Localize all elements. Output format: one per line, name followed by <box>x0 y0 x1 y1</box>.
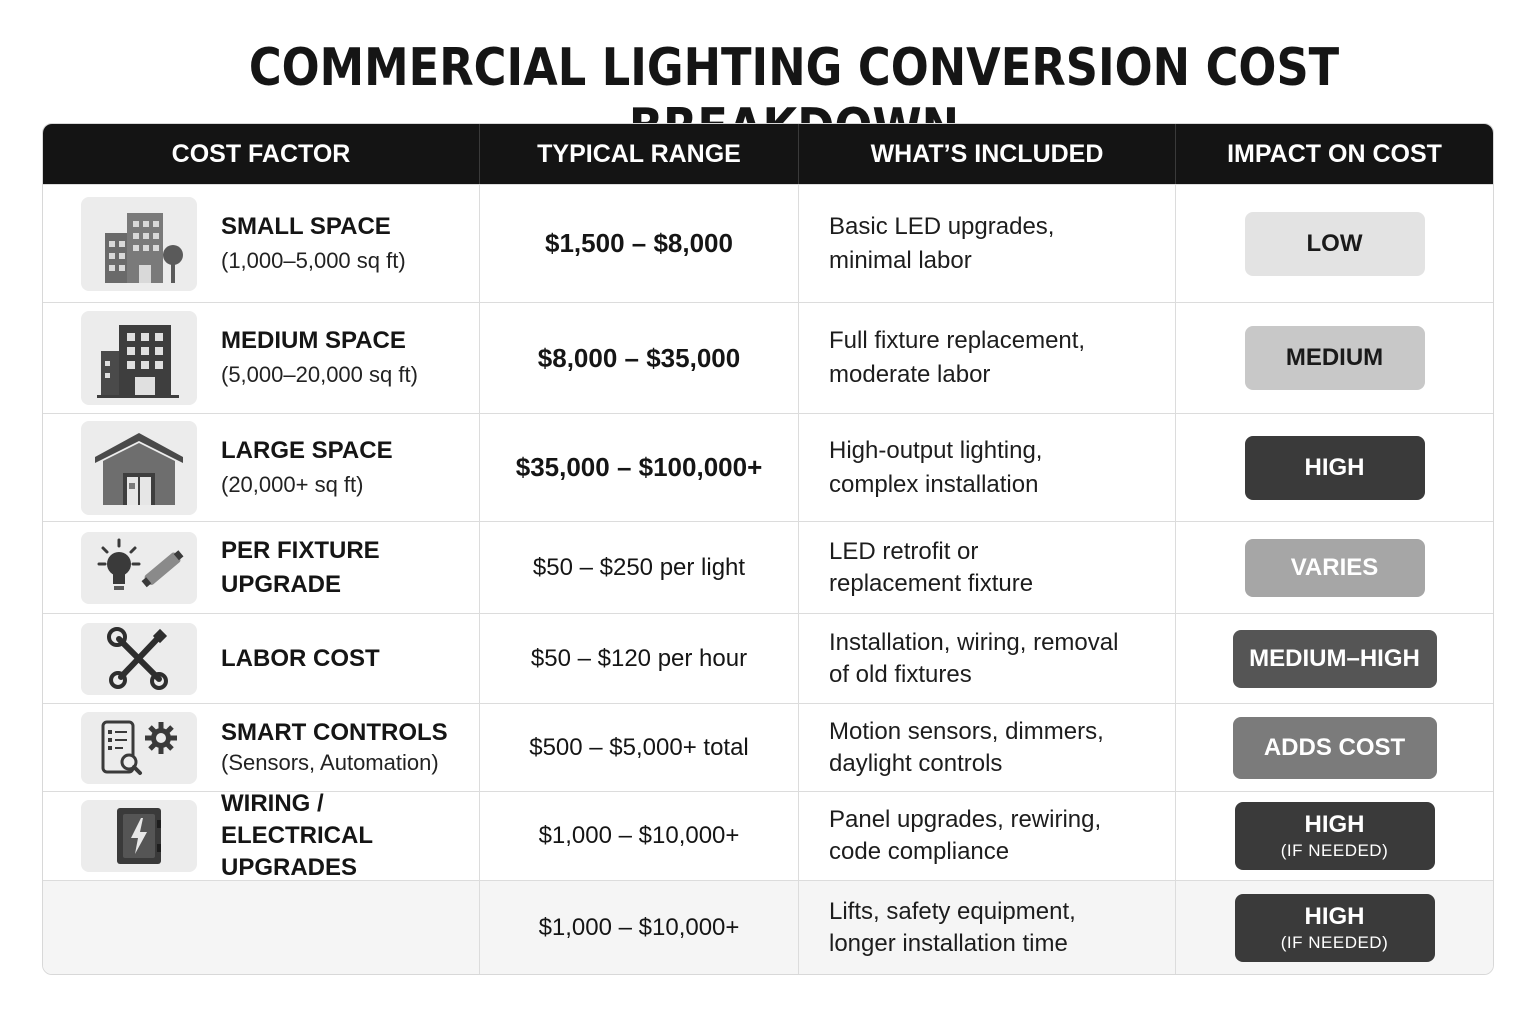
factor-name: MEDIUM SPACE <box>221 327 406 354</box>
table-row: $1,000 – $10,000+ Lifts, safety equipmen… <box>43 880 1493 974</box>
warehouse-icon <box>81 420 197 515</box>
factor-name: PER FIXTURE UPGRADE <box>221 536 380 598</box>
impact-badge: HIGH <box>1244 435 1425 500</box>
table-header: COST FACTOR TYPICAL RANGE WHAT’S INCLUDE… <box>43 124 1493 184</box>
typical-range: $500 – $5,000+ total <box>480 704 799 791</box>
factor-name: WIRING / ELECTRICAL <box>221 790 373 849</box>
impact-badge: HIGH (IF NEEDED) <box>1234 893 1435 962</box>
column-header-whats-included: WHAT’S INCLUDED <box>799 124 1176 184</box>
table-row: LARGE SPACE (20,000+ sq ft) $35,000 – $1… <box>43 413 1493 521</box>
table-row: SMART CONTROLS (Sensors, Automation) $50… <box>43 703 1493 791</box>
whats-included: Lifts, safety equipment, longer installat… <box>799 881 1176 974</box>
column-header-impact: IMPACT ON COST <box>1227 139 1442 168</box>
factor-subtitle: (20,000+ sq ft) <box>221 471 364 497</box>
column-header-typical-range: TYPICAL RANGE <box>480 124 799 184</box>
typical-range: $8,000 – $35,000 <box>480 303 799 413</box>
whats-included: Installation, wiring, removal of old fixt… <box>799 614 1176 703</box>
factor-name-line2: UPGRADES <box>221 854 358 881</box>
small-buildings-icon <box>81 196 197 291</box>
cost-table: COST FACTOR TYPICAL RANGE WHAT’S INCLUDE… <box>42 123 1494 975</box>
lightbulb-tube-icon <box>81 531 197 604</box>
impact-badge: MEDIUM–HIGH <box>1232 629 1437 688</box>
factor-name: SMART CONTROLS <box>221 718 448 746</box>
factor-name: LARGE SPACE <box>221 436 393 464</box>
typical-range: $35,000 – $100,000+ <box>480 414 799 521</box>
whats-included: Full fixture replacement, moderate labor <box>799 303 1176 413</box>
electrical-panel-icon <box>81 800 197 872</box>
table-row: MEDIUM SPACE (5,000–20,000 sq ft) $8,000… <box>43 302 1493 413</box>
typical-range: $50 – $120 per hour <box>480 614 799 703</box>
factor-name: LABOR COST <box>221 644 380 672</box>
whats-included: High-output lighting, complex installatio… <box>799 414 1176 521</box>
impact-badge: MEDIUM <box>1244 326 1425 390</box>
factor-name: SMALL SPACE <box>221 212 391 240</box>
factor-subtitle: (5,000–20,000 sq ft) <box>221 362 418 387</box>
whats-included: Basic LED upgrades, minimal labor <box>799 185 1176 302</box>
factor-subtitle: (1,000–5,000 sq ft) <box>221 247 406 273</box>
whats-included: Motion sensors, dimmers, daylight control… <box>799 704 1176 791</box>
impact-badge: LOW <box>1244 211 1425 276</box>
table-row: WIRING / ELECTRICAL UPGRADES $1,000 – $1… <box>43 790 1493 881</box>
whats-included: LED retrofit or replacement fixture <box>799 522 1176 613</box>
impact-badge: VARIES <box>1244 538 1425 597</box>
factor-subtitle: (Sensors, Automation) <box>221 749 439 775</box>
office-building-icon <box>81 311 197 405</box>
table-row: LABOR COST $50 – $120 per hour Installat… <box>43 613 1493 703</box>
smart-controls-icon <box>81 711 197 784</box>
impact-badge: HIGH (IF NEEDED) <box>1234 802 1435 870</box>
typical-range: $1,000 – $10,000+ <box>480 881 799 974</box>
table-row: SMALL SPACE (1,000–5,000 sq ft) $1,500 –… <box>43 184 1493 302</box>
impact-badge: ADDS COST <box>1232 716 1437 779</box>
typical-range: $1,000 – $10,000+ <box>480 792 799 880</box>
column-header-cost-factor: COST FACTOR <box>43 124 480 184</box>
typical-range: $1,500 – $8,000 <box>480 185 799 302</box>
whats-included: Panel upgrades, rewiring, code compliance <box>799 792 1176 880</box>
wrench-screwdriver-icon <box>81 622 197 695</box>
typical-range: $50 – $250 per light <box>480 522 799 613</box>
table-row: PER FIXTURE UPGRADE $50 – $250 per light… <box>43 521 1493 613</box>
empty-factor-cell <box>43 881 480 974</box>
